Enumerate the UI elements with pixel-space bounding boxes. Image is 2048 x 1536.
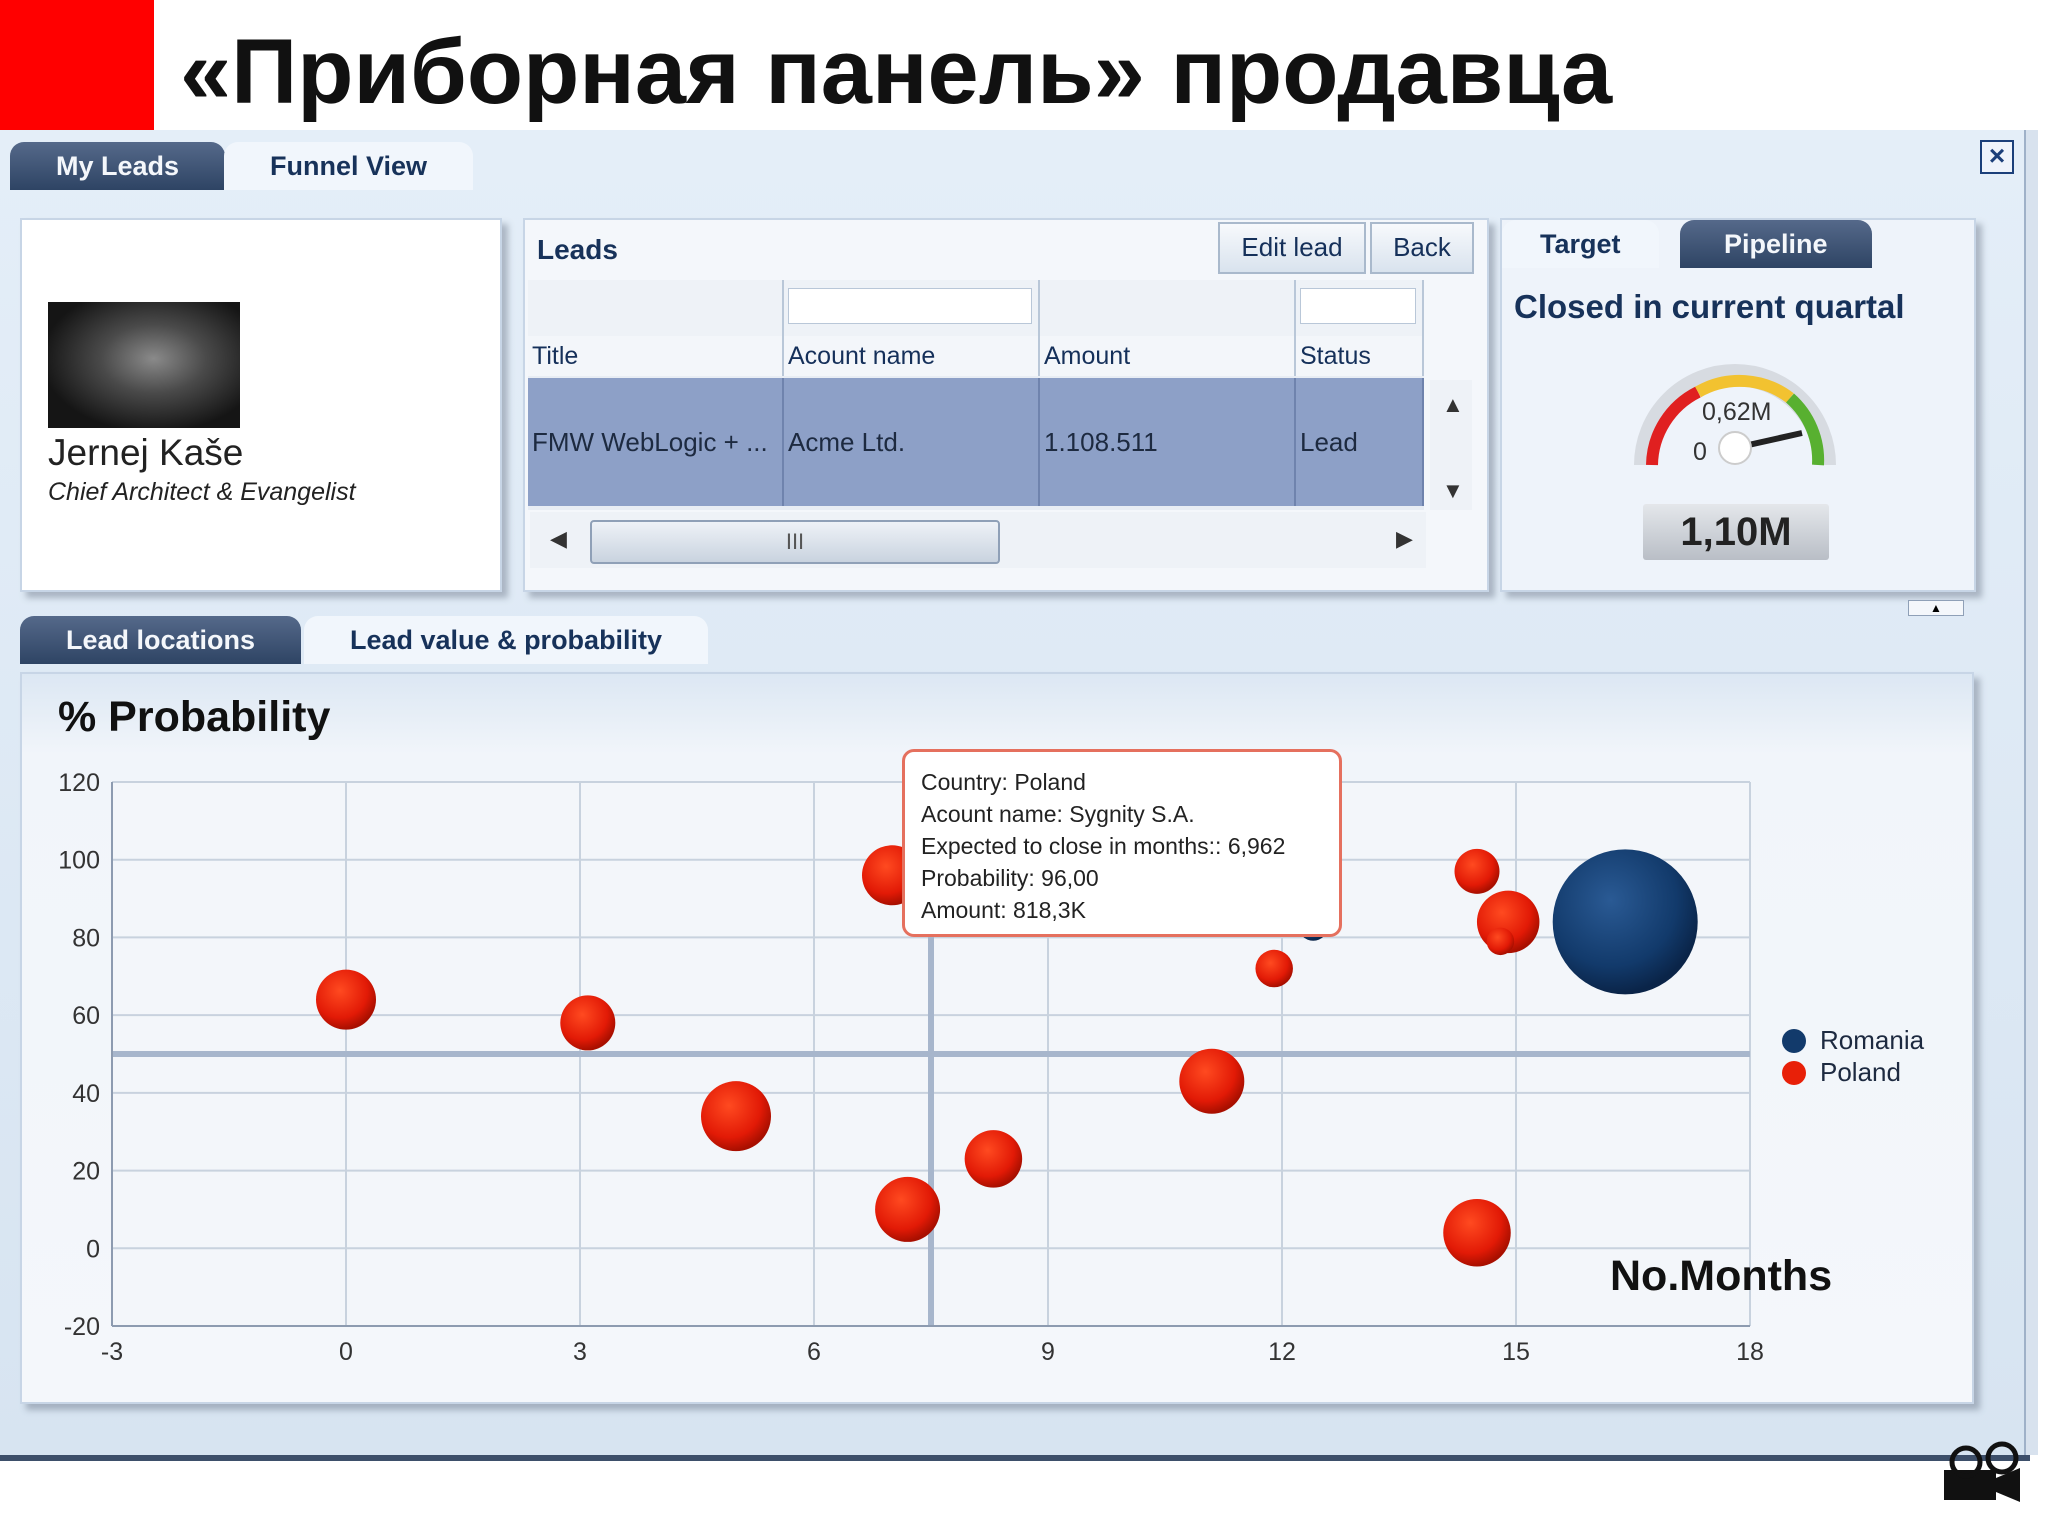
legend-label-poland: Poland bbox=[1820, 1057, 1901, 1087]
chart-ylabel: % Probability bbox=[58, 693, 331, 741]
legend-dot-romania bbox=[1782, 1029, 1806, 1053]
scroll-right-icon[interactable]: ▶ bbox=[1396, 526, 1413, 551]
table-cell-status[interactable]: Lead bbox=[1296, 378, 1424, 506]
close-icon[interactable]: × bbox=[1980, 140, 2014, 174]
red-brand-block bbox=[0, 0, 154, 130]
column-header-status[interactable]: Status bbox=[1296, 336, 1424, 376]
back-button[interactable]: Back bbox=[1370, 222, 1474, 274]
tab-funnel-view[interactable]: Funnel View bbox=[224, 142, 474, 190]
leads-table: Title Acount name Amount Status FMW WebL… bbox=[528, 280, 1424, 510]
profile-name: Jernej Kaše bbox=[48, 432, 244, 473]
gauge-hub bbox=[1718, 431, 1752, 465]
gauge-yellow-band bbox=[1695, 374, 1794, 403]
table-cell-account[interactable]: Acme Ltd. bbox=[784, 378, 1040, 506]
tab-pipeline[interactable]: Pipeline bbox=[1680, 220, 1872, 268]
avatar bbox=[48, 302, 240, 428]
legend-item-poland[interactable]: Poland bbox=[1782, 1056, 1924, 1088]
slide-title: «Приборная панель» продавца bbox=[180, 21, 1613, 123]
chart-legend: Romania Poland bbox=[1782, 1024, 1924, 1088]
tab-target[interactable]: Target bbox=[1502, 220, 1659, 268]
gauge-title: Closed in current quartal bbox=[1514, 288, 1905, 325]
tooltip-probability: Probability: 96,00 bbox=[921, 865, 1099, 891]
scroll-thumb[interactable]: III bbox=[590, 520, 1000, 564]
scroll-down-icon[interactable]: ▼ bbox=[1442, 478, 1464, 503]
horizontal-scrollbar[interactable]: ◀ III ▶ bbox=[530, 512, 1426, 568]
legend-dot-poland bbox=[1782, 1061, 1806, 1085]
filter-cell-account bbox=[784, 280, 1040, 336]
window-right-edge bbox=[2024, 130, 2038, 1455]
status-filter-input[interactable] bbox=[1300, 288, 1416, 324]
bubble-tooltip: Country: Poland Acount name: Sygnity S.A… bbox=[902, 749, 1342, 937]
tooltip-country: Country: Poland bbox=[921, 769, 1086, 795]
account-filter-input[interactable] bbox=[788, 288, 1032, 324]
scroll-left-icon[interactable]: ◀ bbox=[550, 526, 567, 551]
tab-lead-value-probability[interactable]: Lead value & probability bbox=[304, 616, 709, 664]
gauge-green-band bbox=[1785, 393, 1825, 466]
edit-lead-button[interactable]: Edit lead bbox=[1218, 222, 1366, 274]
column-header-title[interactable]: Title bbox=[528, 336, 784, 376]
legend-label-romania: Romania bbox=[1820, 1025, 1925, 1055]
column-header-amount[interactable]: Amount bbox=[1040, 336, 1296, 376]
filter-cell-amount bbox=[1040, 280, 1296, 336]
gauge-value: 1,10M bbox=[1643, 504, 1829, 560]
scroll-up-icon[interactable]: ▲ bbox=[1442, 392, 1464, 417]
gauge-min-label: 0 bbox=[1693, 438, 1707, 466]
filter-cell-status bbox=[1296, 280, 1424, 336]
tab-my-leads[interactable]: My Leads bbox=[10, 142, 226, 190]
tooltip-months: Expected to close in months:: 6,962 bbox=[921, 833, 1286, 859]
gauge-marker-label: 0,62M bbox=[1702, 398, 1771, 426]
tab-lead-locations[interactable]: Lead locations bbox=[20, 616, 302, 664]
projector-icon bbox=[1944, 1441, 2020, 1502]
collapse-icon[interactable]: ▲ bbox=[1908, 600, 1964, 616]
gauge-red-band bbox=[1646, 386, 1701, 466]
leads-title: Leads bbox=[537, 234, 618, 265]
profile-role: Chief Architect & Evangelist bbox=[48, 478, 356, 506]
gauge: 0,62M 0 bbox=[1634, 364, 1836, 466]
chart-xlabel: No.Months bbox=[1610, 1252, 1833, 1300]
filter-cell-title bbox=[528, 280, 784, 336]
vertical-scrollbar[interactable]: ▲ ▼ bbox=[1430, 380, 1472, 510]
tooltip-account: Acount name: Sygnity S.A. bbox=[921, 801, 1195, 827]
tooltip-amount: Amount: 818,3K bbox=[921, 897, 1086, 923]
table-cell-title[interactable]: FMW WebLogic + ... bbox=[528, 378, 784, 506]
column-header-account[interactable]: Acount name bbox=[784, 336, 1040, 376]
table-cell-amount[interactable]: 1.108.511 bbox=[1040, 378, 1296, 506]
legend-item-romania[interactable]: Romania bbox=[1782, 1024, 1924, 1056]
